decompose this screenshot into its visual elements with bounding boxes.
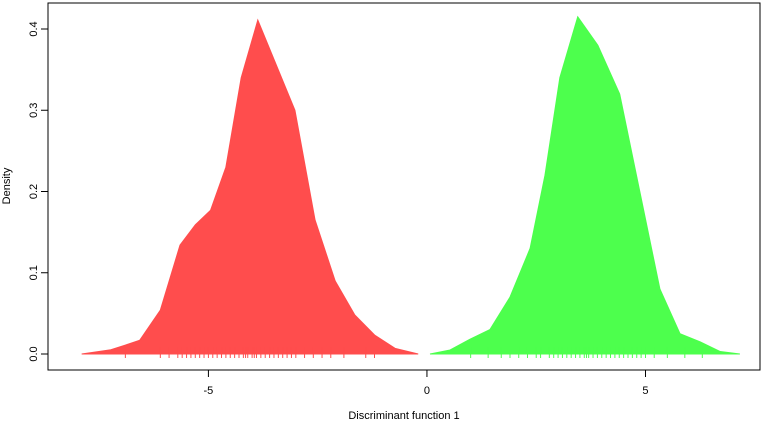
y-tick-label: 0.4 [28, 21, 40, 36]
density-area [429, 15, 740, 355]
y-tick-label: 0.2 [28, 184, 40, 199]
y-tick-label: 0.1 [28, 265, 40, 280]
x-tick-label: -5 [204, 385, 214, 397]
y-tick-label: 0.0 [28, 346, 40, 361]
x-tick-label: 5 [642, 385, 648, 397]
x-axis-label: Discriminant function 1 [348, 410, 459, 422]
y-axis-label: Density [1, 167, 13, 204]
plot-box [47, 2, 761, 371]
x-tick-label: 0 [424, 385, 430, 397]
density-area [81, 18, 419, 355]
y-tick-label: 0.3 [28, 103, 40, 118]
